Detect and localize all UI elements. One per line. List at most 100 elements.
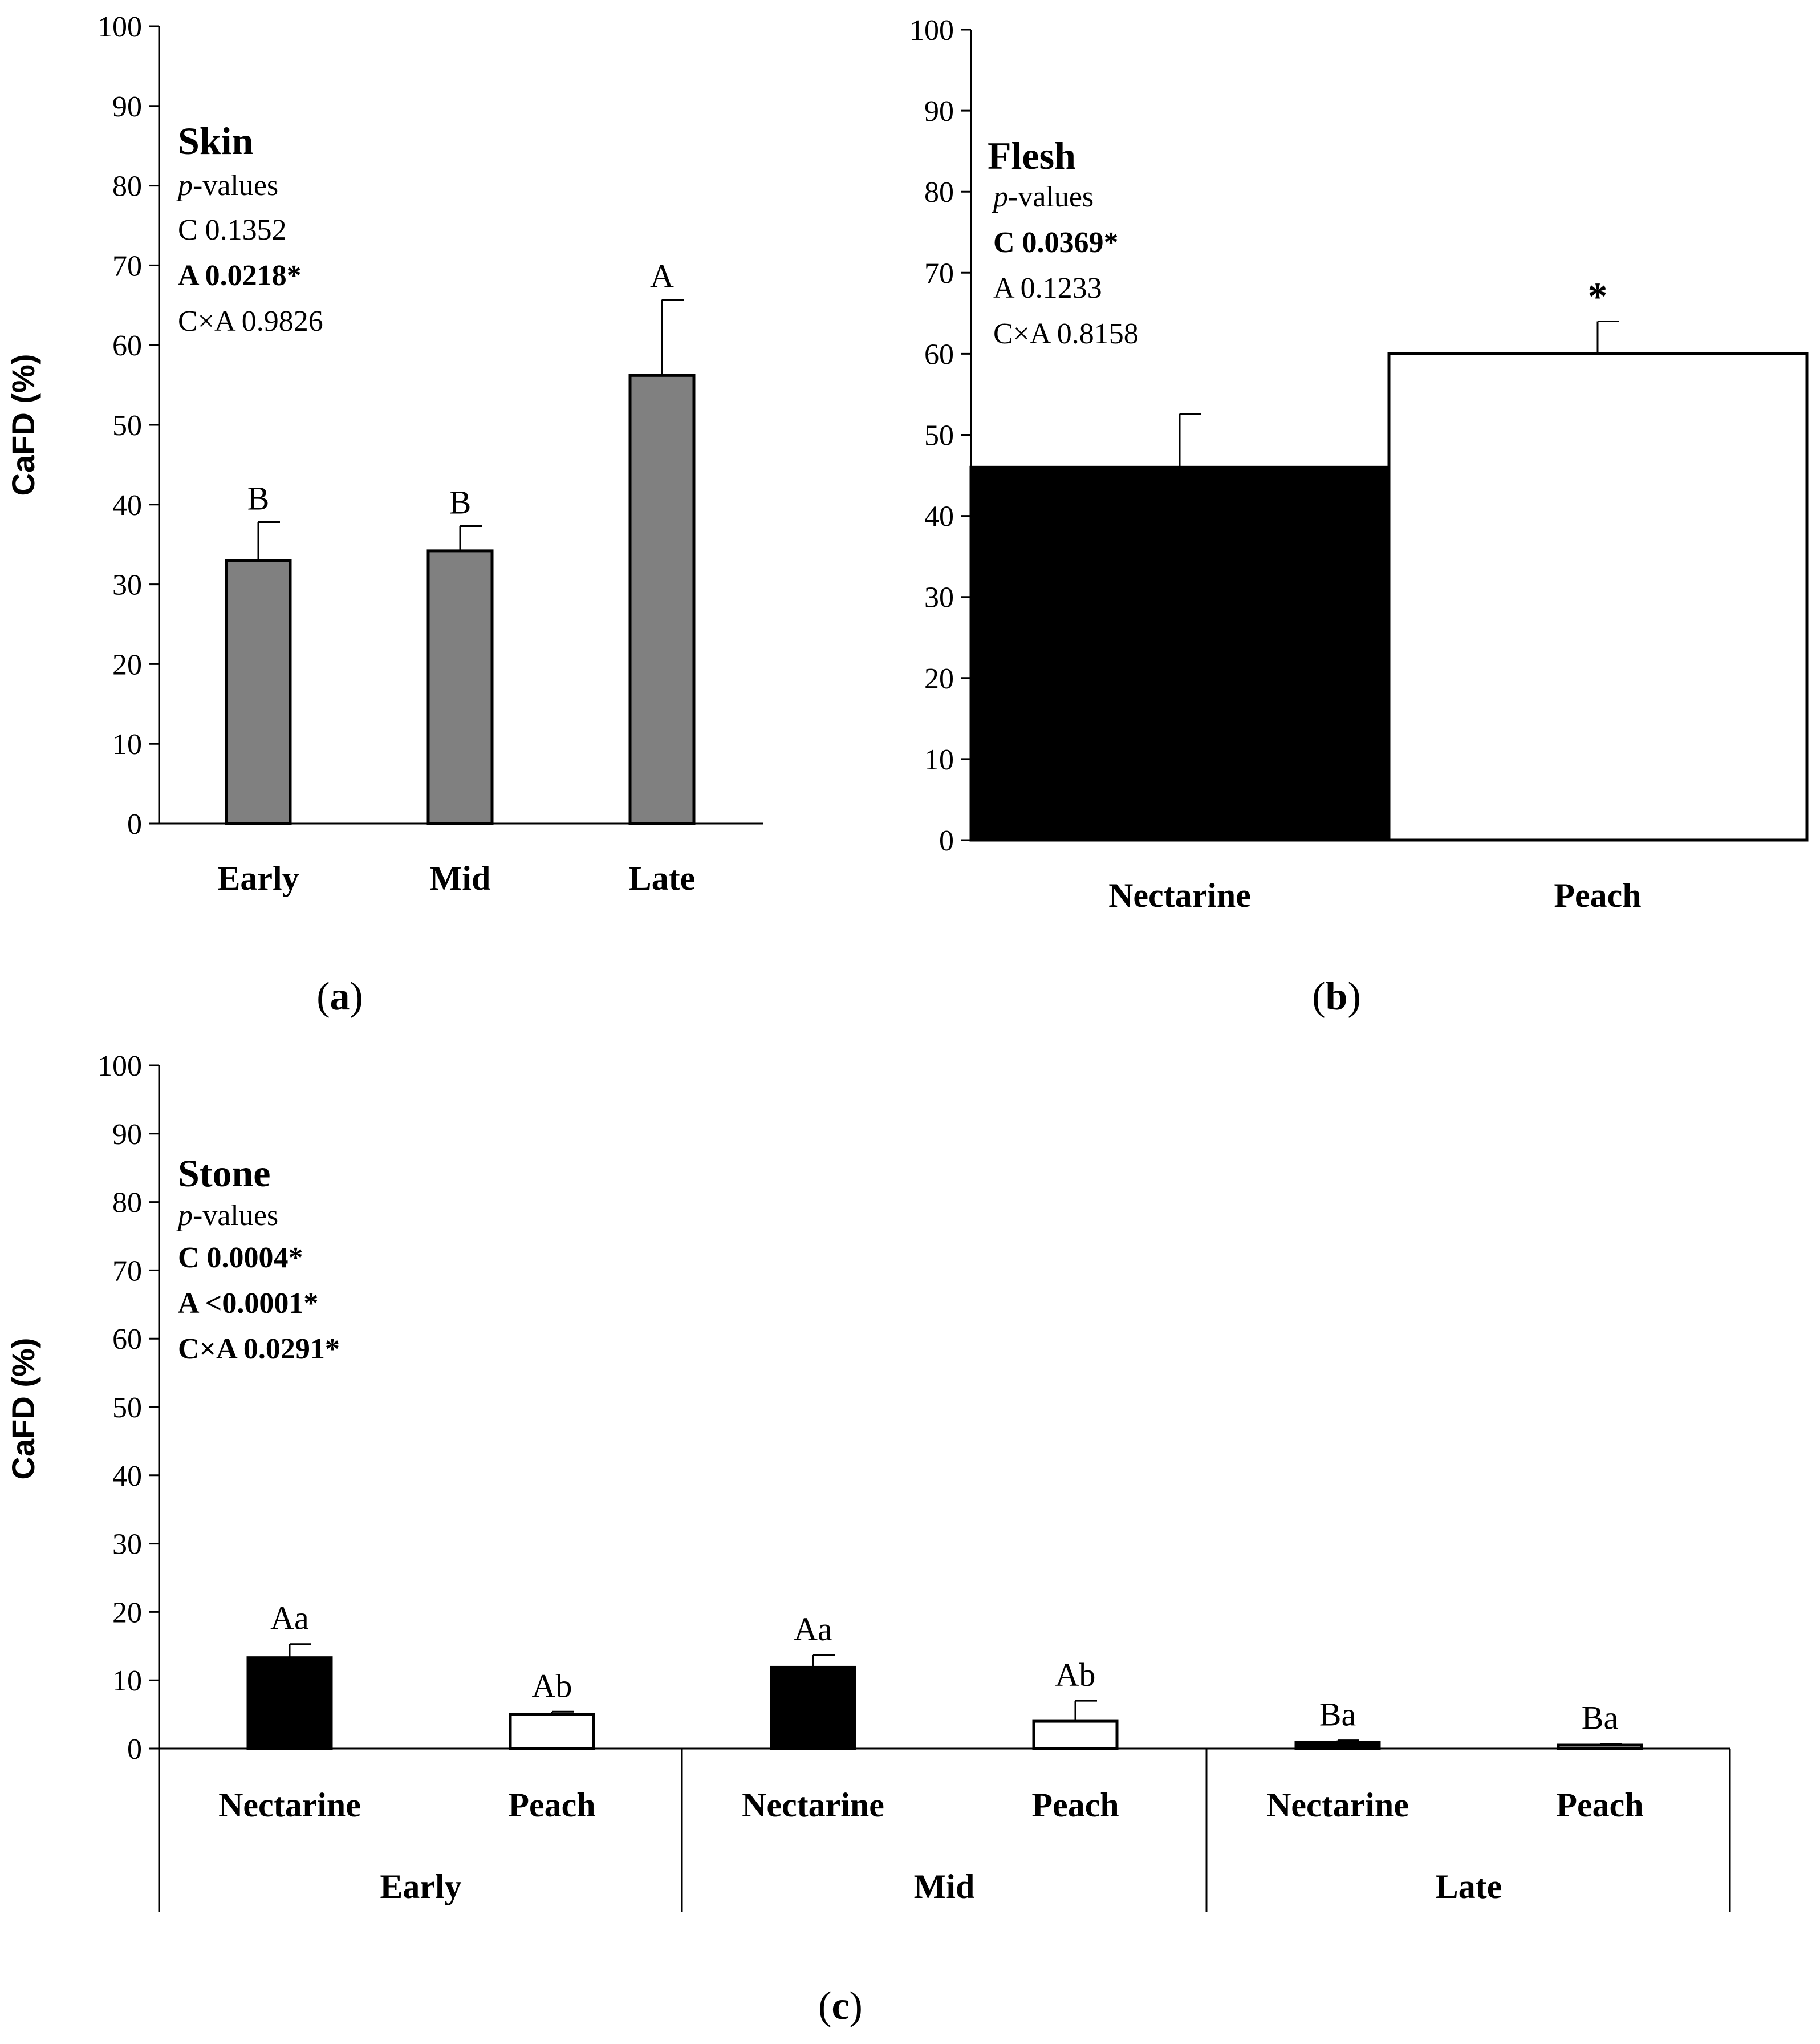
panel-a-category-label: Late: [629, 859, 696, 897]
panel-b-title: Flesh: [988, 134, 1076, 177]
panel-a-y-tick-label: 80: [112, 171, 142, 203]
panel-c-pvalues: C 0.0004* A <0.0001* C×A 0.0291*: [178, 1242, 340, 1365]
panel-b-y-tick-label: 20: [924, 663, 954, 695]
panel-b-y-tick-label: 90: [924, 95, 954, 128]
panel-c-significance-letter: Aa: [794, 1611, 832, 1648]
panel-c-pvalue: C 0.0004*: [178, 1242, 303, 1274]
panel-a-bar: [426, 549, 494, 825]
panel-c-y-tick-label: 80: [112, 1187, 142, 1219]
panel-c-bar: [770, 1665, 856, 1750]
panel-b-y-tick-label: 50: [924, 420, 954, 452]
panel-b-pvalue: C×A 0.8158: [993, 318, 1139, 350]
panel-b-y-tick-label: 30: [924, 582, 954, 614]
panel-c-significance-letter: Ba: [1319, 1696, 1356, 1733]
panel-c-significance-letter: Ab: [532, 1667, 572, 1704]
panel-b-pvalue: A 0.1233: [993, 272, 1102, 305]
panel-a-y-tick-label: 70: [112, 250, 142, 282]
panel-b-y-tick-label: 80: [924, 176, 954, 209]
panel-a-y-tick-label: 40: [112, 489, 142, 522]
panel-c-pvalue: A <0.0001*: [178, 1287, 318, 1320]
panel-a-y-tick-label: 20: [112, 648, 142, 681]
panel-a-title: Skin: [178, 119, 253, 163]
panel-a-significance-letter: B: [247, 480, 270, 517]
panel-c-category-label: Nectarine: [218, 1786, 361, 1824]
panel-c-y-tick-label: 0: [127, 1733, 142, 1766]
panel-a-y-tick-label: 50: [112, 409, 142, 442]
panel-b-pvalues: C 0.0369* A 0.1233 C×A 0.8158: [993, 226, 1139, 350]
panel-c-category-label: Peach: [1031, 1786, 1119, 1824]
panel-a-category-label: Mid: [430, 859, 491, 897]
panel-c-pvalues-label: p-values: [176, 1199, 278, 1232]
panel-c-y-tick-label: 70: [112, 1255, 142, 1287]
panel-c-significance-letter: Ba: [1582, 1700, 1618, 1737]
panel-b-category-label: Peach: [1554, 877, 1641, 914]
panel-a-y-tick-label: 30: [112, 569, 142, 602]
panel-a-bar: [628, 374, 696, 825]
panel-c-stone-chart: CaFD (%) 0 10 20 30 40 50 60 70 80 90 100 Aa Nectar…: [5, 1050, 1731, 2028]
panel-a-y-tick-label: 100: [98, 11, 142, 43]
panel-c-pvalue: C×A 0.0291*: [178, 1333, 340, 1365]
panel-a-y-tick-label: 10: [112, 728, 142, 761]
panel-b-y-tick-label: 0: [939, 825, 954, 857]
panel-a-pvalues: C 0.1352 A 0.0218* C×A 0.9826: [178, 214, 323, 338]
panel-c-category-label: Peach: [1556, 1786, 1643, 1824]
panel-b-y-tick-label: 10: [924, 744, 954, 776]
panel-a-y-tick-label: 90: [112, 91, 142, 123]
panel-c-y-axis-label: CaFD (%): [5, 1338, 41, 1480]
panel-c-significance-letter: Aa: [270, 1600, 309, 1637]
panel-c-group-label: Early: [380, 1868, 461, 1905]
panel-a-significance-letter: B: [449, 484, 472, 521]
panel-c-significance-letter: Ab: [1055, 1656, 1096, 1693]
panel-c-bar: [509, 1713, 595, 1750]
panel-c-y-tick-label: 10: [112, 1665, 142, 1697]
panel-c-bar: [1032, 1719, 1119, 1750]
panel-a-pvalues-label: p-values: [176, 169, 278, 202]
panel-b-y-tick-label: 60: [924, 338, 954, 371]
panel-c-axes: 0 10 20 30 40 50 60 70 80 90 100: [98, 1050, 1731, 1912]
panel-b-y-tick-label: 40: [924, 501, 954, 533]
panel-a-pvalue: C 0.1352: [178, 214, 287, 246]
panel-c-y-tick-label: 50: [112, 1392, 142, 1424]
panel-c-bars: Aa Nectarine Ab Peach Aa Nectarine Ab Peach Ba Ne…: [218, 1600, 1644, 1905]
panel-c-bar: [1557, 1743, 1643, 1750]
panel-c-y-tick-label: 20: [112, 1596, 142, 1629]
panel-c-y-tick-label: 90: [112, 1118, 142, 1151]
panel-a-y-axis-label: CaFD (%): [5, 354, 41, 496]
panel-a-bars: B Early B Mid A Late: [217, 258, 696, 897]
panel-a-axes: 0 10 20 30 40 50 60 70 80 90 100: [98, 11, 763, 841]
panel-a-y-tick-label: 0: [127, 808, 142, 841]
panel-c-group-label: Late: [1436, 1868, 1502, 1905]
panel-c-y-tick-label: 100: [98, 1050, 142, 1082]
panel-c-bar: [246, 1656, 333, 1750]
panel-b-category-label: Nectarine: [1108, 877, 1251, 914]
panel-c-y-tick-label: 30: [112, 1528, 142, 1561]
panel-c-y-tick-label: 60: [112, 1323, 142, 1356]
panel-c-group-label: Mid: [914, 1868, 975, 1905]
panel-a-significance-letter: A: [650, 258, 674, 295]
panel-a-category-label: Early: [217, 859, 299, 897]
panel-c-y-tick-label: 40: [112, 1460, 142, 1493]
panel-b-bar: [1387, 352, 1809, 842]
panel-a-y-tick-label: 60: [112, 330, 142, 362]
panel-b-y-tick-label: 100: [909, 14, 954, 47]
panel-a-skin-chart: CaFD (%) 0 10 20 30 40 50 60 70 80 90 100 B Early B M…: [5, 11, 763, 1019]
panel-c-category-label: Nectarine: [742, 1786, 884, 1824]
panel-b-pvalues-label: p-values: [991, 181, 1094, 213]
panel-c-category-label: Peach: [508, 1786, 595, 1824]
panel-b-flesh-chart: 0 10 20 30 40 50 60 70 80 90 100 Nectarine * Peach F…: [909, 14, 1809, 1019]
panel-c-category-label: Nectarine: [1266, 1786, 1409, 1824]
panel-c-title: Stone: [178, 1151, 270, 1195]
panel-b-bars: Nectarine * Peach: [969, 275, 1809, 914]
panel-b-significance-star: *: [1588, 275, 1608, 319]
panel-a-pvalue: A 0.0218*: [178, 259, 302, 292]
panel-a-bar: [225, 559, 292, 825]
panel-a-tag: (a): [316, 975, 363, 1019]
panel-b-y-tick-label: 70: [924, 257, 954, 290]
panel-b-pvalue: C 0.0369*: [993, 226, 1119, 259]
panel-b-tag: (b): [1312, 975, 1361, 1019]
panel-c-tag: (c): [818, 1984, 863, 2028]
panel-b-bar: [969, 465, 1391, 842]
panel-c-bar: [1294, 1741, 1381, 1750]
panel-a-pvalue: C×A 0.9826: [178, 305, 323, 338]
